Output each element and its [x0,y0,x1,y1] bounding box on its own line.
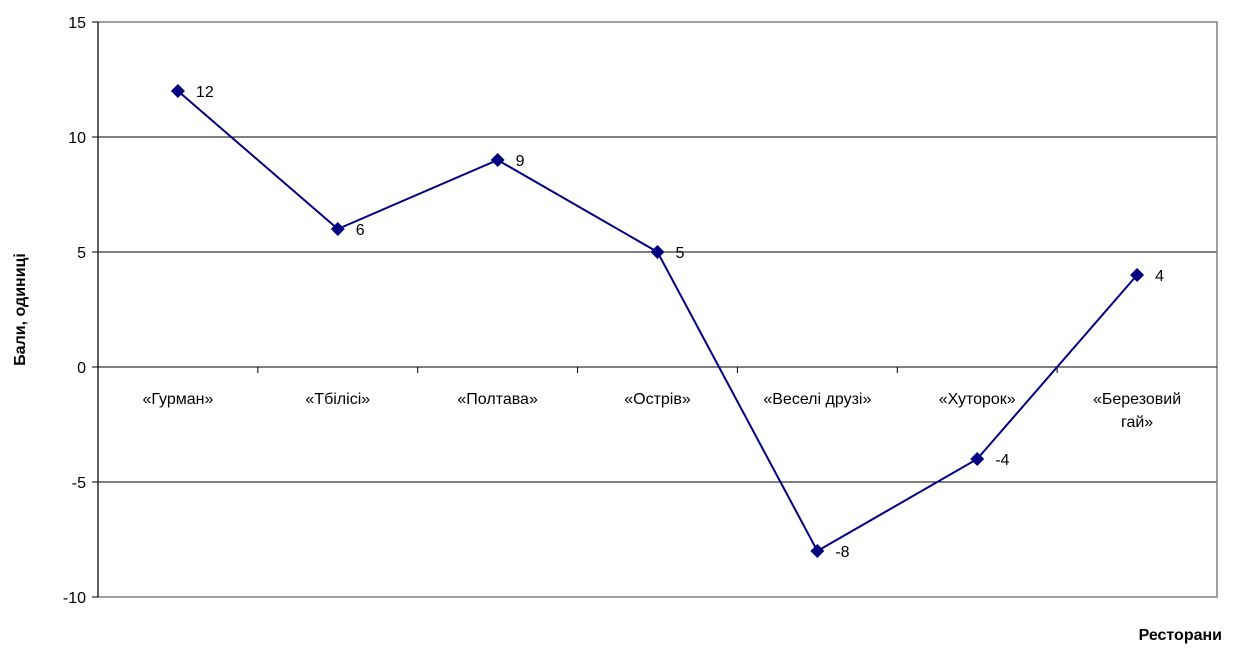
x-category-label: «Полтава» [457,391,538,408]
x-category-label: «Тбілісі» [305,391,370,408]
data-label: 5 [676,245,685,262]
x-category-label: «Березовий гай» [1093,391,1181,431]
data-point-marker [1130,268,1145,282]
y-tick-label: -10 [63,590,86,607]
x-category-label: «Веселі друзі» [763,391,871,408]
x-category-label: «Острів» [624,391,691,408]
y-tick-label: 15 [68,15,86,32]
axes [92,21,1217,598]
data-label: 12 [196,84,214,101]
data-label: -8 [835,544,849,561]
data-point-marker [650,245,665,259]
y-tick-label: 0 [77,360,86,377]
data-label: 6 [356,222,365,239]
data-labels: 12 6 9 5 -8 -4 4 [196,84,1164,561]
y-tick-labels: -10 -5 0 5 10 15 [63,15,86,607]
x-category-labels: «Гурман» «Тбілісі» «Полтава» «Острів» «Весел… [143,391,1182,431]
x-category-label: «Гурман» [143,391,214,408]
data-label: 9 [516,153,525,170]
y-axis-title: Бали, одиниці [12,253,29,366]
data-point-marker [330,222,345,236]
x-category-label: «Хуторок» [939,391,1016,408]
data-label: -4 [995,452,1009,469]
y-tick-label: -5 [72,475,86,492]
data-point-marker [970,452,985,466]
x-axis-title: Ресторани [1139,627,1222,644]
y-tick-label: 10 [68,130,86,147]
data-label: 4 [1155,268,1164,285]
data-point-marker [170,84,185,98]
data-point-marker [490,153,505,167]
y-tick-label: 5 [77,245,86,262]
data-point-marker [810,544,825,558]
series [170,84,1145,558]
